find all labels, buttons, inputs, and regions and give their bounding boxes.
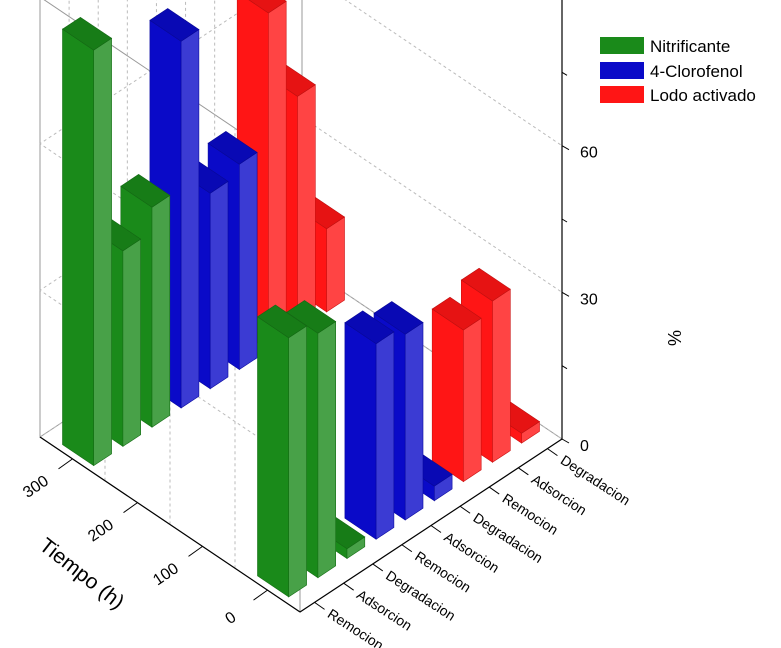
legend-label-lodo-activado: Lodo activado [650, 86, 756, 105]
x-tick [518, 467, 529, 476]
legend-swatch-nitrificante [600, 37, 644, 54]
bar-top-face [431, 296, 482, 331]
legend-label-4-clorofenol: 4-Clorofenol [650, 62, 743, 81]
bar [431, 296, 482, 483]
bar-front-face [288, 325, 307, 598]
z-axis-ticks: 0 30 60 [561, 71, 598, 455]
bar-side-face [257, 316, 290, 598]
bar-front-face [239, 151, 258, 371]
bar-top-face [460, 267, 511, 302]
bar-front-face [268, 0, 287, 351]
bar-side-face [344, 322, 377, 540]
y-tick-label: 0 [223, 609, 240, 628]
bar-top-face [120, 174, 171, 208]
bar-front-face [404, 321, 424, 521]
y-axis-line [39, 436, 301, 613]
bar-front-face [317, 320, 337, 579]
x-tick [488, 486, 500, 495]
bar-top-face [286, 300, 337, 334]
bar-front-face [180, 28, 200, 409]
x-tick [401, 544, 413, 553]
x-tick [343, 582, 354, 591]
bar-top-face [344, 310, 395, 345]
z-tick [561, 438, 570, 444]
z-minor-tick [561, 365, 568, 370]
bars [61, 0, 541, 598]
z-tick [561, 145, 570, 151]
y-tick-label: 300 [20, 473, 52, 502]
y-tick [123, 502, 138, 514]
bar-front-face [209, 180, 229, 390]
z-minor-tick [561, 71, 568, 76]
y-axis-title: Tiempo (h) [35, 534, 129, 614]
bar-top-face [149, 8, 200, 42]
bar-top-face [256, 304, 308, 339]
legend-item-nitrificante: Nitrificante [600, 37, 730, 56]
y-tick [253, 589, 268, 601]
x-tick [430, 525, 442, 533]
bar-front-face [151, 194, 171, 428]
bar [344, 310, 395, 540]
bar-front-face [375, 331, 395, 540]
x-tick [459, 505, 471, 514]
bar [256, 304, 308, 598]
z-minor-tick [561, 218, 568, 223]
z-tick [561, 291, 570, 297]
x-tick [547, 448, 558, 457]
bar-top-face [61, 16, 113, 51]
z-axis-title: % [664, 330, 684, 346]
bar-front-face [326, 216, 345, 313]
bar-top-face [207, 131, 258, 165]
z-tick-label: 0 [580, 438, 589, 455]
legend: Nitrificante 4-Clorofenol Lodo activado [600, 37, 756, 105]
y-tick [188, 545, 203, 557]
bar-top-face [373, 301, 424, 335]
legend-label-nitrificante: Nitrificante [650, 37, 730, 56]
bar-front-face [93, 37, 112, 467]
legend-item-lodo-activado: Lodo activado [600, 86, 756, 105]
legend-item-4-clorofenol: 4-Clorofenol [600, 62, 743, 81]
legend-swatch-lodo-activado [600, 86, 644, 103]
bar [61, 16, 113, 467]
y-tick [58, 458, 73, 470]
bar-side-face [62, 28, 94, 467]
x-tick [314, 601, 325, 610]
bar-front-face [297, 84, 316, 332]
y-tick-label: 200 [85, 516, 117, 545]
bar-front-face [492, 288, 511, 463]
y-tick-label: 100 [150, 560, 182, 589]
z-tick-label: 60 [580, 145, 598, 162]
x-tick [372, 563, 384, 572]
legend-swatch-4-clorofenol [600, 62, 644, 79]
bar-side-face [431, 308, 464, 483]
bar-top-face [248, 0, 287, 14]
bar-front-face [122, 238, 141, 447]
z-tick-label: 30 [580, 291, 598, 308]
bar-front-face [463, 317, 482, 483]
